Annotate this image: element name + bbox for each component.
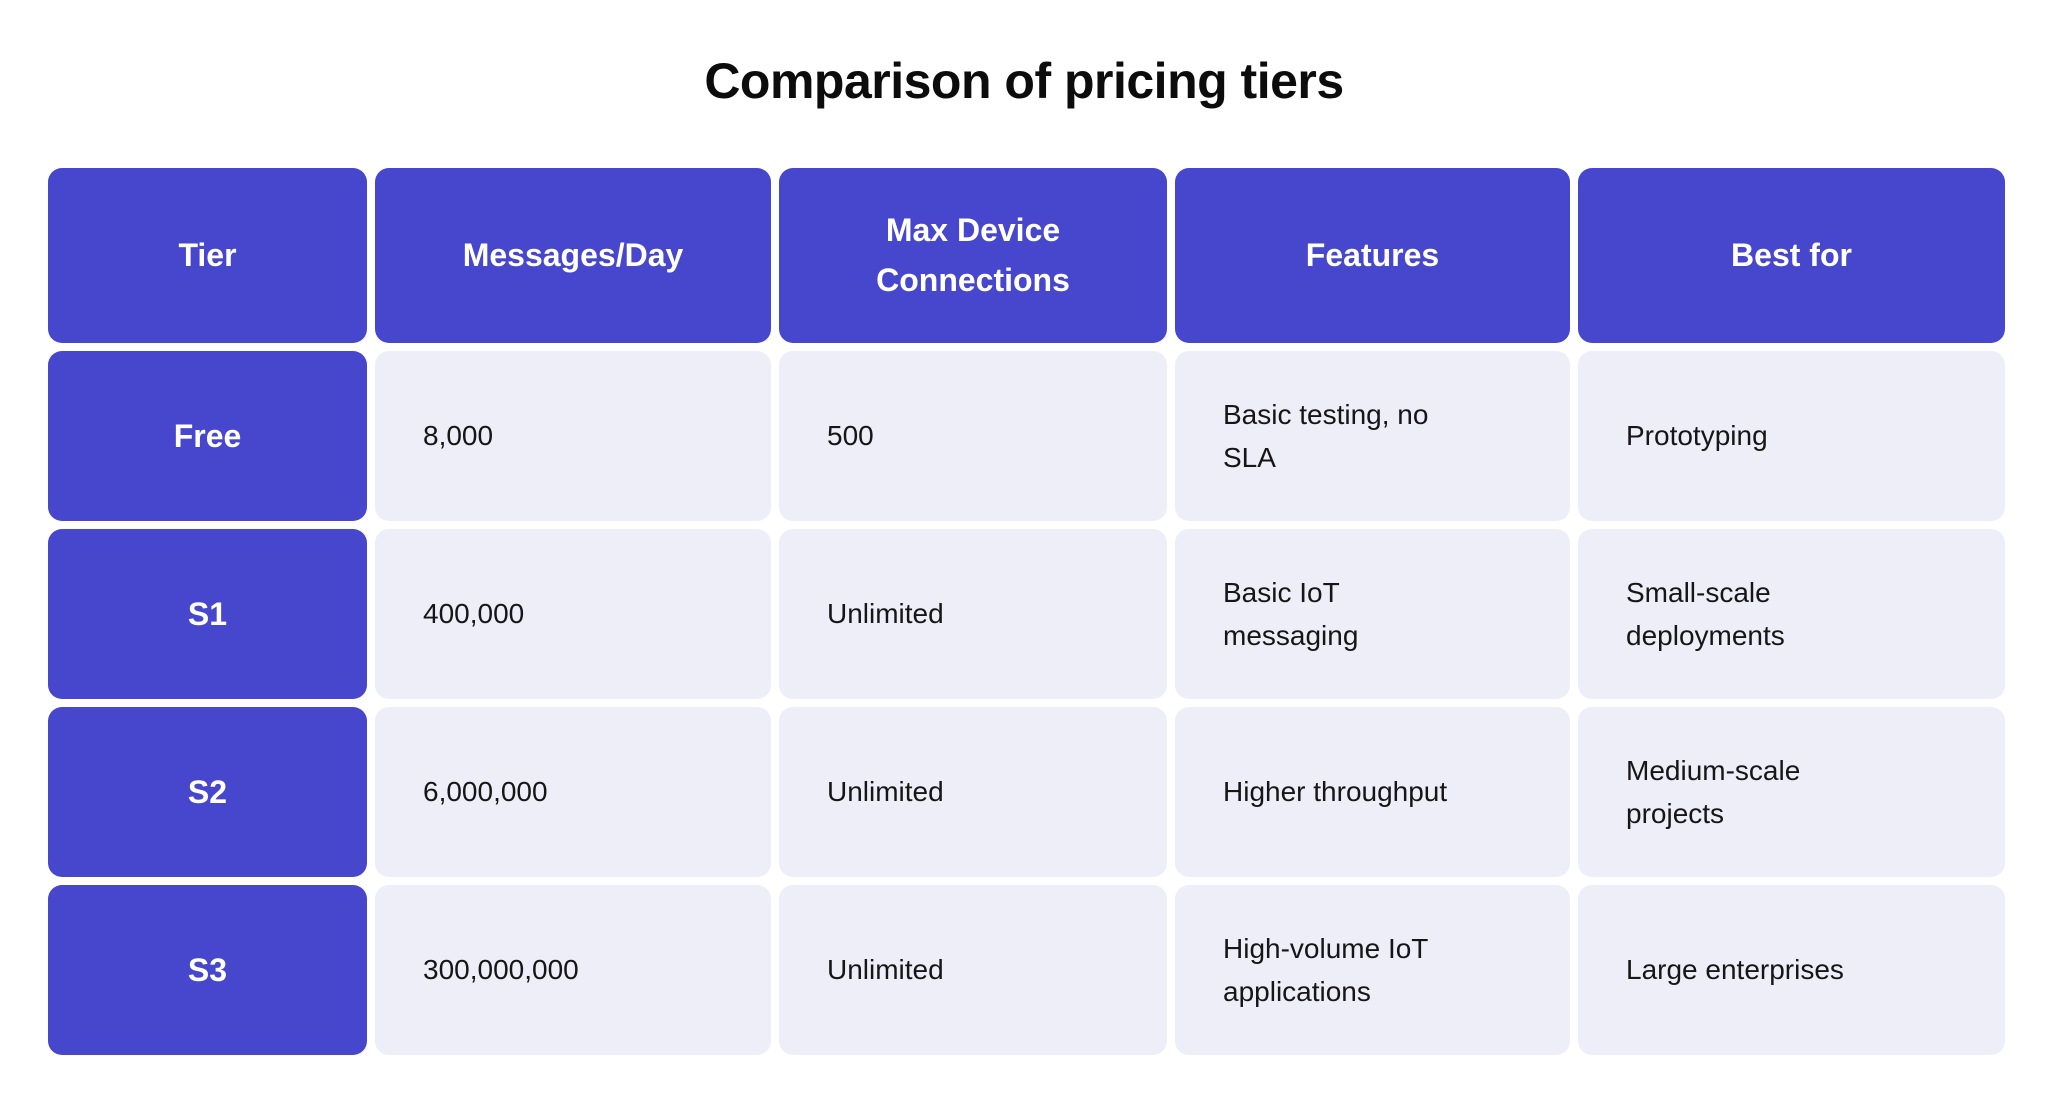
header-cell-best-for: Best for [1578,168,2005,343]
cell-s3-features: High-volume IoT applications [1175,885,1570,1055]
cell-free-max-device-connections: 500 [779,351,1167,521]
tier-cell-free: Free [48,351,367,521]
tier-cell-s2: S2 [48,707,367,877]
cell-s2-features: Higher throughput [1175,707,1570,877]
cell-free-messages-per-day: 8,000 [375,351,771,521]
header-cell-features: Features [1175,168,1570,343]
cell-free-best-for: Prototyping [1578,351,2005,521]
cell-free-features: Basic testing, no SLA [1175,351,1570,521]
cell-s2-messages-per-day: 6,000,000 [375,707,771,877]
tier-cell-s1: S1 [48,529,367,699]
header-cell-tier: Tier [48,168,367,343]
cell-s1-messages-per-day: 400,000 [375,529,771,699]
cell-s2-max-device-connections: Unlimited [779,707,1167,877]
page-title: Comparison of pricing tiers [704,53,1344,109]
cell-s3-messages-per-day: 300,000,000 [375,885,771,1055]
header-cell-messages-per-day: Messages/Day [375,168,771,343]
cell-s1-best-for: Small-scale deployments [1578,529,2005,699]
header-cell-max-device-connections: Max Device Connections [779,168,1167,343]
cell-s1-max-device-connections: Unlimited [779,529,1167,699]
cell-s1-features: Basic IoT messaging [1175,529,1570,699]
pricing-table: Tier Messages/Day Max Device Connections… [48,168,2005,1055]
cell-s2-best-for: Medium-scale projects [1578,707,2005,877]
cell-s3-best-for: Large enterprises [1578,885,2005,1055]
cell-s3-max-device-connections: Unlimited [779,885,1167,1055]
tier-cell-s3: S3 [48,885,367,1055]
